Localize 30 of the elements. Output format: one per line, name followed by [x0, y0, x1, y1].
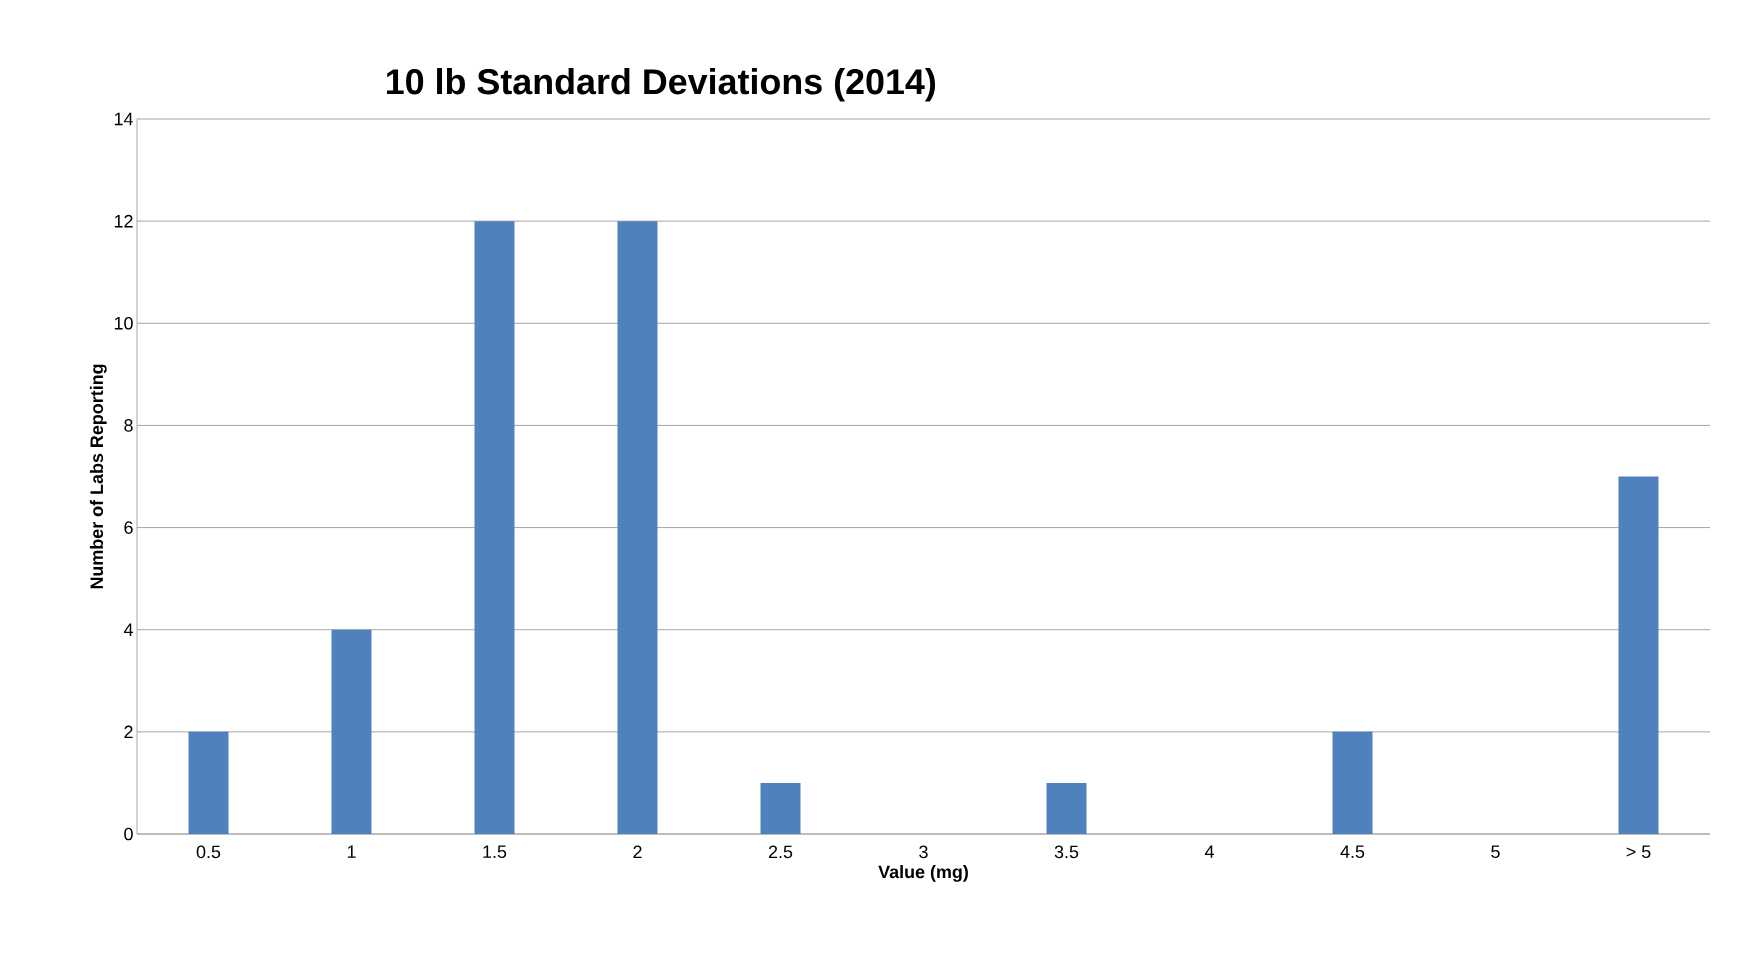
- x-tick-label: 2: [633, 845, 642, 859]
- bar: [1618, 476, 1659, 834]
- bar: [474, 221, 515, 834]
- x-tick-label: 1.5: [483, 845, 507, 859]
- bar: [188, 731, 229, 834]
- x-tick-label: 1: [347, 845, 356, 858]
- bar: [617, 221, 658, 834]
- bar: [1046, 782, 1087, 834]
- y-tick-label: 10: [114, 316, 133, 330]
- y-axis-title: Number of Labs Reporting: [89, 364, 107, 589]
- x-tick-label: 4: [1204, 845, 1214, 858]
- x-tick-label: 3: [919, 845, 928, 859]
- x-tick-label: 2.5: [768, 845, 793, 859]
- bar: [1332, 731, 1373, 834]
- x-tick-label: 4.5: [1340, 845, 1365, 859]
- y-tick-label: 2: [124, 725, 133, 739]
- y-tick-label: 14: [114, 112, 133, 126]
- bar: [760, 782, 801, 834]
- y-tick-label: 4: [123, 623, 133, 636]
- x-tick-label: 5: [1491, 845, 1500, 859]
- chart-title: 10 lb Standard Deviations (2014): [387, 68, 936, 102]
- x-axis-title: Value (mg): [878, 865, 968, 882]
- bar: [331, 629, 372, 834]
- x-tick-label: > 5: [1626, 845, 1651, 859]
- x-tick-label: 3.5: [1054, 845, 1079, 859]
- y-tick-label: 6: [124, 521, 133, 534]
- x-tick-label: 0.5: [196, 845, 221, 859]
- y-tick-label: 8: [124, 419, 133, 432]
- y-tick-label: 12: [114, 214, 133, 228]
- y-tick-label: 0: [124, 827, 133, 841]
